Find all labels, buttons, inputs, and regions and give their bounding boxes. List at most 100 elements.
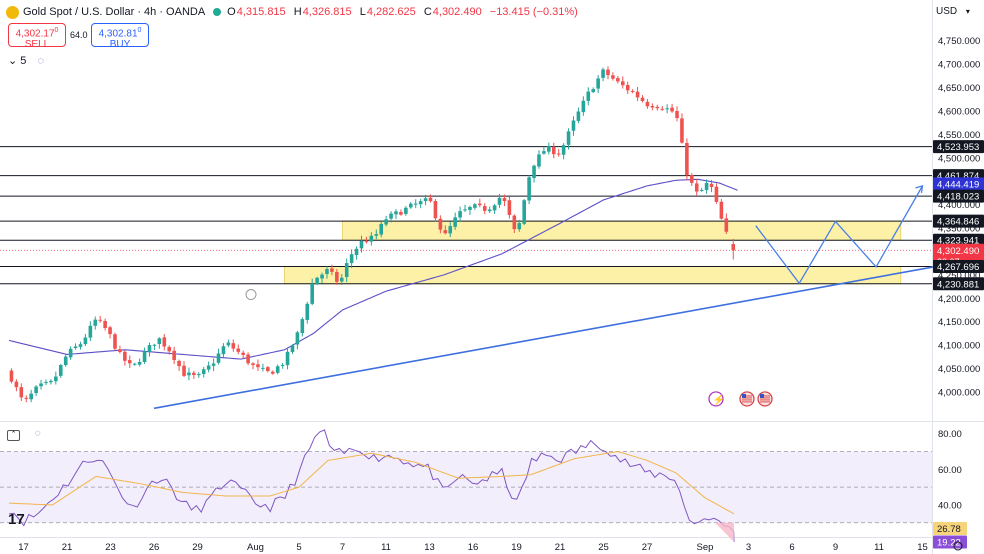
candle-body bbox=[556, 153, 561, 155]
settings-swirl-icon: ◌ bbox=[37, 55, 45, 67]
candle-body bbox=[236, 348, 241, 352]
sell-button[interactable]: 4,302.170 SELL bbox=[8, 23, 66, 50]
candle-body bbox=[83, 337, 88, 345]
candle-body bbox=[399, 212, 403, 215]
price-label-bg bbox=[933, 140, 984, 154]
price-label: 4,444.419 bbox=[937, 179, 979, 190]
price-label-bg bbox=[933, 260, 984, 274]
rsi-pane-controls[interactable]: ⌃ ◌ bbox=[7, 428, 41, 441]
candle-body bbox=[349, 254, 354, 264]
candle-body bbox=[591, 89, 596, 93]
low-value: 4,282.625 bbox=[366, 6, 416, 18]
gold-symbol-icon bbox=[6, 5, 19, 19]
candle-body bbox=[448, 226, 453, 234]
candle-body bbox=[344, 263, 349, 278]
candle-body bbox=[270, 371, 275, 374]
spread-value: 64.0 bbox=[70, 30, 88, 40]
candle-body bbox=[581, 100, 586, 113]
candle-body bbox=[24, 397, 29, 399]
y-tick-label: 4,200.000 bbox=[938, 294, 980, 305]
candle-body bbox=[221, 346, 226, 355]
candle-body bbox=[418, 201, 423, 205]
price-label: 4,418.023 bbox=[937, 192, 979, 203]
flag-canton bbox=[742, 393, 746, 398]
candle-body bbox=[492, 205, 497, 211]
candle-body bbox=[256, 364, 260, 368]
chevron-down-icon: ⌄ bbox=[8, 55, 18, 67]
tradingview-logo: 17 bbox=[8, 511, 25, 528]
y-tick-label: 4,100.000 bbox=[938, 341, 980, 352]
candle-body bbox=[34, 386, 38, 394]
rsi-tick-label: 80.00 bbox=[938, 429, 962, 440]
candle-body bbox=[620, 81, 625, 86]
y-tick-label: 4,650.000 bbox=[938, 83, 980, 94]
candle-body bbox=[58, 365, 63, 376]
candle-body bbox=[670, 107, 674, 112]
candle-body bbox=[630, 90, 635, 92]
candle-body bbox=[408, 203, 413, 208]
candle-body bbox=[709, 183, 714, 188]
candle-body bbox=[335, 272, 339, 282]
last-candle-body bbox=[731, 244, 736, 251]
x-tick-label: 7 bbox=[340, 542, 345, 553]
candle-body bbox=[487, 209, 492, 212]
x-tick-label: 23 bbox=[105, 542, 116, 553]
candle-body bbox=[127, 360, 132, 364]
lightning-glyph: ⚡ bbox=[713, 393, 725, 406]
x-tick-label: 26 bbox=[149, 542, 160, 553]
candle-body bbox=[192, 372, 196, 375]
candle-body bbox=[339, 277, 344, 282]
rsi-tick-label: 40.00 bbox=[938, 500, 962, 511]
candle-body bbox=[482, 206, 487, 211]
candle-body bbox=[63, 356, 68, 366]
candle-body bbox=[142, 351, 147, 363]
candle-body bbox=[162, 337, 167, 347]
candle-body bbox=[645, 101, 650, 107]
candle-body bbox=[719, 201, 724, 219]
ascending-trendline bbox=[153, 256, 984, 410]
candle-body bbox=[9, 370, 14, 382]
market-open-icon bbox=[213, 8, 222, 16]
candle-body bbox=[251, 363, 255, 366]
candle-body bbox=[315, 277, 319, 285]
candle-body bbox=[73, 346, 78, 349]
candle-body bbox=[561, 145, 566, 155]
candle-body bbox=[113, 334, 117, 349]
candle-body bbox=[54, 376, 58, 382]
candle-body bbox=[724, 218, 729, 232]
candle-body bbox=[330, 268, 334, 272]
open-value: 4,315.815 bbox=[236, 6, 286, 18]
y-tick-label: 4,700.000 bbox=[938, 60, 980, 71]
symbol-title[interactable]: Gold Spot / U.S. Dollar · 4h · OANDA bbox=[23, 6, 206, 18]
rsi-line bbox=[8, 429, 735, 542]
y-tick-label: 4,050.000 bbox=[938, 364, 980, 375]
expand-icon[interactable]: ⌃ bbox=[7, 430, 20, 441]
candle-body bbox=[655, 106, 660, 109]
candle-body bbox=[123, 351, 127, 361]
y-tick-label: 4,250.000 bbox=[938, 270, 980, 281]
candle-body bbox=[680, 118, 684, 143]
candle-body bbox=[443, 230, 448, 234]
candle-body bbox=[88, 325, 93, 338]
buy-button[interactable]: 4,302.810 BUY bbox=[91, 23, 149, 50]
candle-body bbox=[714, 186, 719, 202]
candle-body bbox=[699, 189, 704, 191]
candle-body bbox=[384, 219, 388, 225]
indicators-toggle[interactable]: ⌄ 5 ◌ bbox=[8, 54, 44, 67]
candle-body bbox=[364, 241, 369, 243]
currency-selector[interactable]: USD ▾ bbox=[936, 6, 970, 17]
candle-body bbox=[413, 203, 418, 205]
candle-body bbox=[39, 383, 43, 387]
x-tick-label: 25 bbox=[598, 542, 609, 553]
x-tick-label: Sep bbox=[697, 542, 714, 553]
candle-body bbox=[458, 211, 462, 218]
x-tick-label: Aug bbox=[247, 542, 264, 553]
price-label: 4,267.696 bbox=[937, 262, 979, 273]
candle-body bbox=[463, 209, 467, 211]
candle-body bbox=[280, 364, 285, 366]
x-tick-label: 16 bbox=[468, 542, 479, 553]
x-tick-label: 6 bbox=[789, 542, 794, 553]
candle-body bbox=[197, 374, 201, 376]
candle-body bbox=[49, 380, 53, 383]
